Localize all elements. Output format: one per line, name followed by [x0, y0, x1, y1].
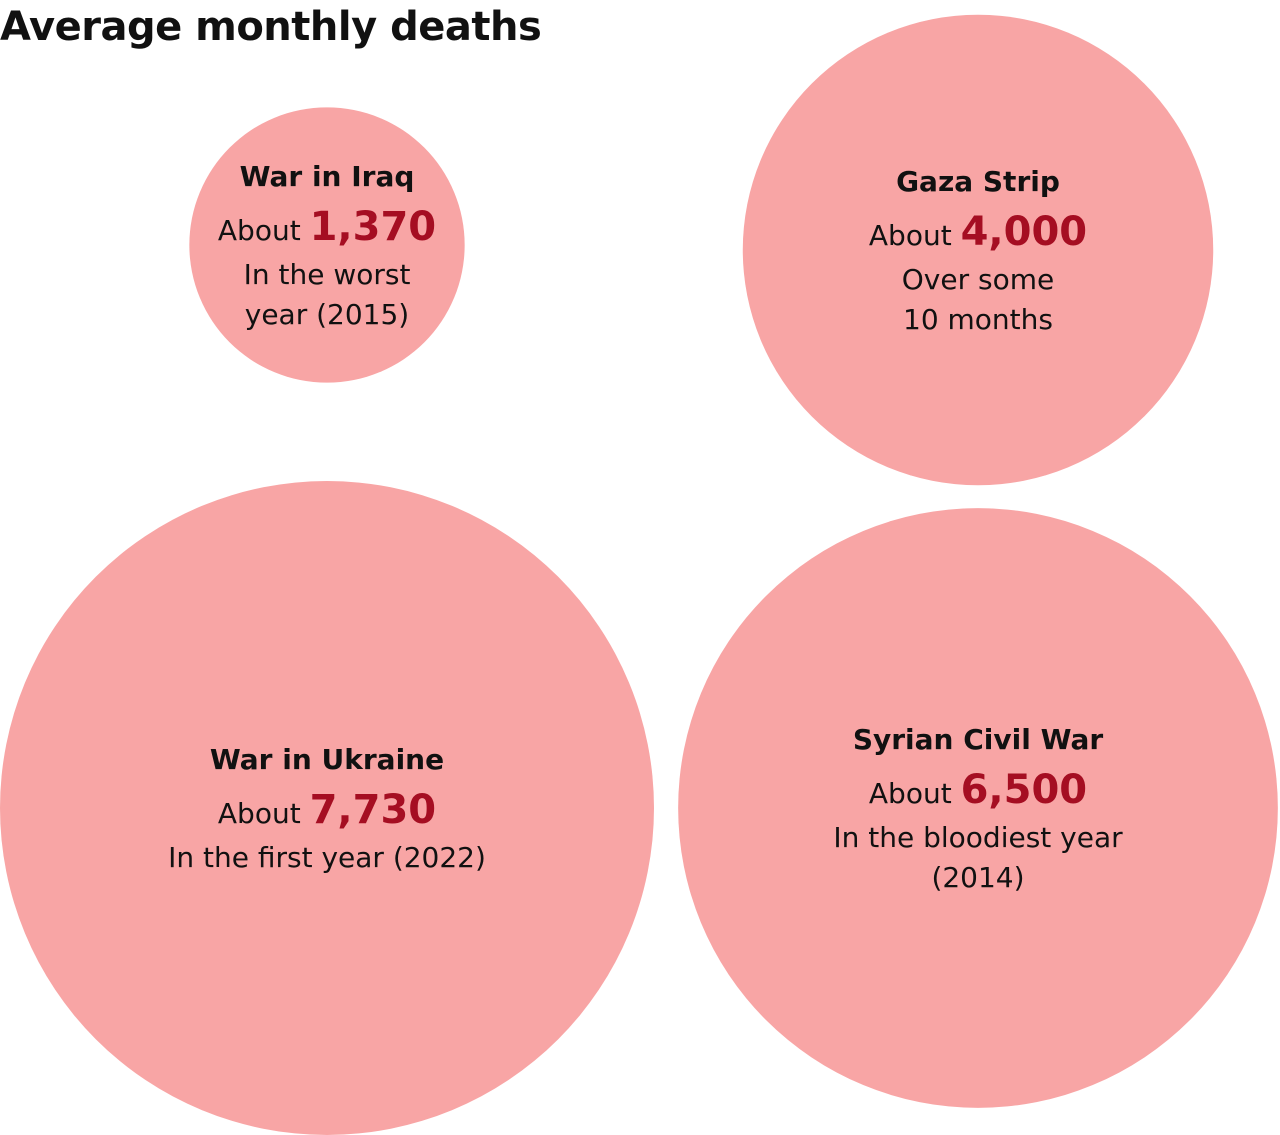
bubble-group-war-in-iraq: War in Iraq About 1,370 In the worst year (…	[189, 107, 465, 383]
bubble-note-gaza-strip-1: Over some	[902, 263, 1054, 296]
bubble-note-syrian-civil-war-1: In the bloodiest year	[833, 821, 1123, 854]
bubble-note-syrian-civil-war-2: (2014)	[931, 861, 1024, 894]
bubble-value-war-in-iraq: 1,370	[310, 204, 437, 250]
bubble-prefix-gaza-strip: About	[869, 219, 961, 252]
bubble-value-line-war-in-ukraine: About 7,730	[218, 787, 436, 833]
bubble-name-war-in-ukraine: War in Ukraine	[210, 743, 444, 776]
bubble-value-line-war-in-iraq: About 1,370	[218, 204, 436, 250]
bubble-note-war-in-ukraine-1: In the first year (2022)	[168, 841, 486, 874]
bubble-prefix-war-in-ukraine: About	[218, 797, 310, 830]
bubble-prefix-war-in-iraq: About	[218, 214, 310, 247]
bubble-gaza-strip	[742, 14, 1214, 486]
bubble-note-war-in-iraq-1: In the worst	[244, 258, 411, 291]
bubble-war-in-ukraine	[0, 481, 654, 1135]
chart-title: Average monthly deaths	[0, 4, 542, 50]
bubble-value-gaza-strip: 4,000	[961, 209, 1088, 255]
bubble-name-gaza-strip: Gaza Strip	[896, 165, 1060, 198]
bubble-note-war-in-iraq-2: year (2015)	[245, 298, 409, 331]
bubble-syrian-civil-war	[678, 508, 1278, 1108]
bubble-value-line-gaza-strip: About 4,000	[869, 209, 1087, 255]
bubble-value-war-in-ukraine: 7,730	[310, 787, 437, 833]
bubble-value-line-syrian-civil-war: About 6,500	[869, 767, 1087, 813]
bubble-prefix-syrian-civil-war: About	[869, 777, 961, 810]
bubble-name-war-in-iraq: War in Iraq	[240, 160, 415, 193]
bubble-group-gaza-strip: Gaza Strip About 4,000 Over some 10 months	[742, 14, 1214, 486]
bubble-value-syrian-civil-war: 6,500	[961, 767, 1088, 813]
bubble-war-in-iraq	[189, 107, 465, 383]
bubble-note-gaza-strip-2: 10 months	[903, 303, 1053, 336]
bubble-group-syrian-civil-war: Syrian Civil War About 6,500 In the bloodi…	[678, 508, 1278, 1108]
bubble-name-syrian-civil-war: Syrian Civil War	[853, 723, 1104, 756]
bubble-group-war-in-ukraine: War in Ukraine About 7,730 In the first ye…	[0, 481, 654, 1135]
